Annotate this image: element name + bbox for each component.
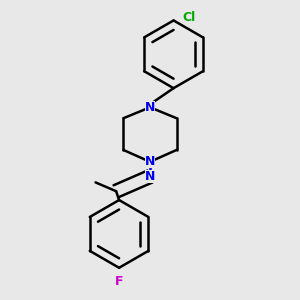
Text: N: N — [145, 170, 155, 183]
Text: N: N — [145, 155, 155, 168]
Text: N: N — [145, 101, 155, 114]
Text: Cl: Cl — [182, 11, 196, 24]
Text: F: F — [115, 275, 123, 288]
